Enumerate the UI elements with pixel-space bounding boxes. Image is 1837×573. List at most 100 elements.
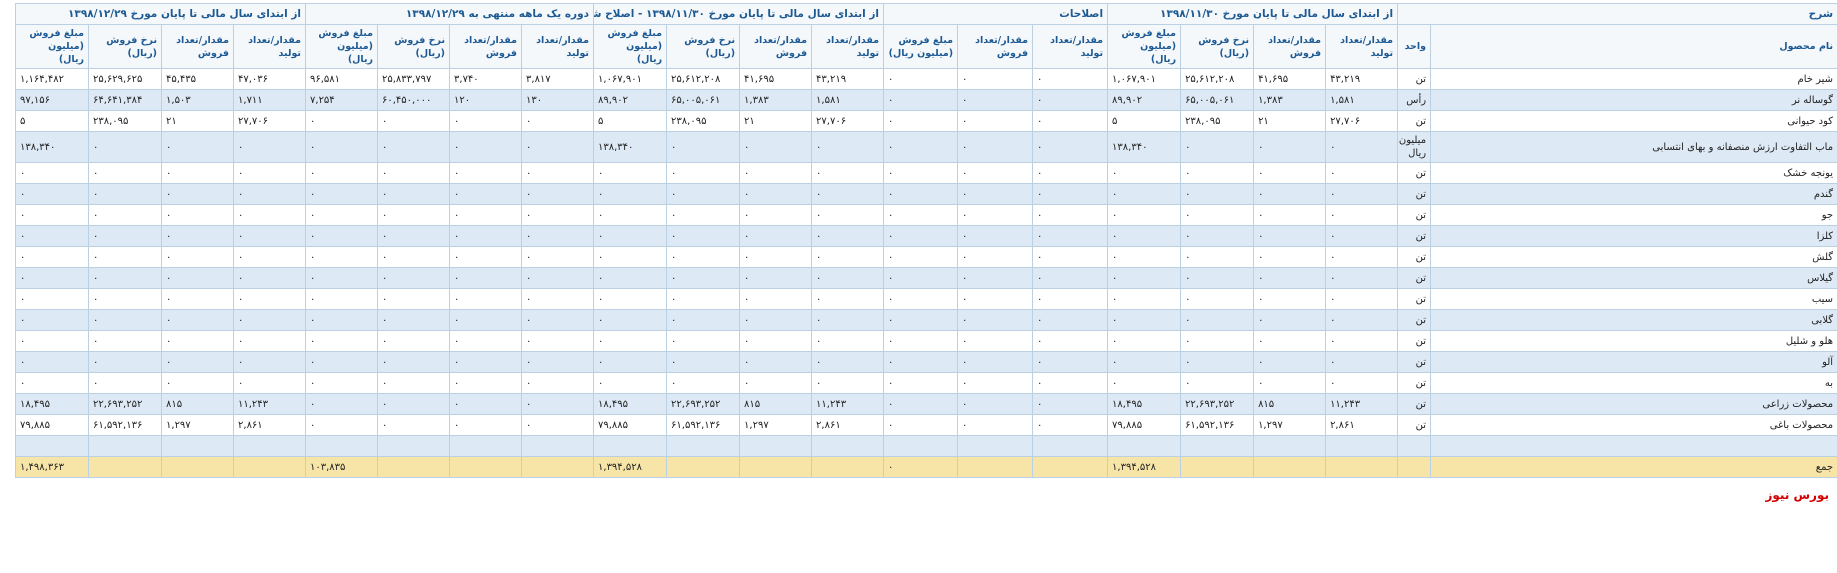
cell: ۰ — [1180, 372, 1255, 394]
unit: تن — [1397, 225, 1432, 247]
cell: ۰ — [1325, 225, 1399, 247]
cell: ۰ — [1032, 225, 1109, 247]
cell — [14, 435, 90, 457]
cell — [161, 435, 235, 457]
product-name: گلش — [1430, 246, 1837, 268]
cell: ۲۱ — [1253, 110, 1327, 132]
cell: ۰ — [1325, 309, 1399, 331]
cell: ۰ — [1253, 204, 1327, 226]
column-header: مقدار/تعداد فروش — [957, 24, 1034, 69]
cell: ۴۵,۴۳۵ — [161, 68, 235, 90]
cell: ۰ — [305, 330, 379, 352]
cell: ۰ — [957, 246, 1034, 268]
cell: ۰ — [161, 330, 235, 352]
table-row: به تن ۰ ۰ ۰ ۰ ۰ ۰ ۰ ۰ ۰ ۰ ۰ ۰ ۰ ۰ ۰ ۰ ۰ ۰ ۰ — [14, 372, 1837, 394]
cell: ۰ — [521, 183, 595, 205]
column-header: مقدار/تعداد تولید — [1032, 24, 1109, 69]
total-cell — [1325, 456, 1399, 478]
cell: ۰ — [233, 246, 307, 268]
cell — [521, 435, 595, 457]
cell: ۰ — [305, 110, 379, 132]
cell — [1180, 435, 1255, 457]
cell: ۲۲,۶۹۳,۲۵۲ — [88, 393, 163, 415]
cell: ۰ — [233, 267, 307, 289]
cell: ۰ — [957, 288, 1034, 310]
total-cell — [811, 456, 885, 478]
cell: ۱,۵۰۳ — [161, 89, 235, 111]
cell: ۰ — [521, 110, 595, 132]
cell: ۰ — [14, 246, 90, 268]
cell: ۰ — [14, 372, 90, 394]
cell: ۰ — [449, 162, 523, 184]
cell: ۰ — [883, 89, 959, 111]
cell: ۰ — [449, 393, 523, 415]
cell: ۲۷,۷۰۶ — [1325, 110, 1399, 132]
unit: تن — [1397, 288, 1432, 310]
cell: ۱۱,۲۴۳ — [811, 393, 885, 415]
cell: ۰ — [14, 162, 90, 184]
cell: ۰ — [377, 131, 451, 163]
cell: ۰ — [957, 131, 1034, 163]
product-name: به — [1430, 372, 1837, 394]
cell: ۰ — [883, 288, 959, 310]
unit: تن — [1397, 204, 1432, 226]
cell: ۰ — [739, 309, 813, 331]
total-cell — [521, 456, 595, 478]
cell: ۰ — [811, 372, 885, 394]
total-cell — [233, 456, 307, 478]
cell: ۰ — [1107, 246, 1182, 268]
cell: ۰ — [1180, 246, 1255, 268]
cell: ۰ — [666, 131, 741, 163]
cell: ۱,۰۶۷,۹۰۱ — [593, 68, 668, 90]
cell: ۰ — [957, 309, 1034, 331]
header-row: شرح از ابتدای سال مالی تا پایان مورخ ۱۳۹۸… — [14, 3, 1837, 25]
unit: تن — [1397, 330, 1432, 352]
cell: ۰ — [305, 225, 379, 247]
cell: ۱,۲۹۷ — [161, 414, 235, 436]
cell: ۰ — [1032, 414, 1109, 436]
cell: ۴۳,۲۱۹ — [1325, 68, 1399, 90]
table-row: محصولات زراعی تن ۱۱,۲۴۳ ۸۱۵ ۲۲,۶۹۳,۲۵۲ ۱۸,۴۹۵… — [14, 393, 1837, 415]
cell: ۱,۱۶۴,۴۸۲ — [14, 68, 90, 90]
cell: ۰ — [883, 131, 959, 163]
column-header: نام محصول — [1430, 24, 1837, 69]
table-row: آلو تن ۰ ۰ ۰ ۰ ۰ ۰ ۰ ۰ ۰ ۰ ۰ ۰ ۰ ۰ ۰ ۰ ۰ ۰ ۰ — [14, 351, 1837, 373]
cell — [377, 435, 451, 457]
cell: ۱,۵۸۱ — [1325, 89, 1399, 111]
cell: ۰ — [1180, 351, 1255, 373]
total-cell: ۱۰۳,۸۳۵ — [305, 456, 379, 478]
cell: ۰ — [957, 330, 1034, 352]
cell: ۰ — [521, 414, 595, 436]
cell: ۸۹,۹۰۲ — [593, 89, 668, 111]
cell: ۰ — [449, 246, 523, 268]
cell: ۰ — [305, 393, 379, 415]
cell — [811, 435, 885, 457]
cell: ۰ — [957, 110, 1034, 132]
cell: ۰ — [957, 89, 1034, 111]
cell: ۰ — [449, 183, 523, 205]
cell: ۶۰,۴۵۰,۰۰۰ — [377, 89, 451, 111]
cell: ۰ — [521, 246, 595, 268]
cell: ۰ — [521, 267, 595, 289]
cell: ۰ — [521, 225, 595, 247]
cell: ۰ — [666, 183, 741, 205]
column-header: نرخ فروش (ریال) — [666, 24, 741, 69]
cell: ۲۳۸,۰۹۵ — [88, 110, 163, 132]
cell: ۲۵,۶۱۲,۲۰۸ — [666, 68, 741, 90]
cell: ۰ — [233, 351, 307, 373]
cell: ۱,۰۶۷,۹۰۱ — [1107, 68, 1182, 90]
cell: ۱۳۸,۳۴۰ — [1107, 131, 1182, 163]
cell: ۰ — [305, 131, 379, 163]
cell: ۰ — [233, 131, 307, 163]
cell: ۱۸,۴۹۵ — [1107, 393, 1182, 415]
product-name: محصولات زراعی — [1430, 393, 1837, 415]
cell: ۲۵,۸۳۳,۷۹۷ — [377, 68, 451, 90]
cell: ۰ — [377, 414, 451, 436]
cell: ۰ — [233, 225, 307, 247]
cell: ۸۱۵ — [161, 393, 235, 415]
cell: ۰ — [883, 267, 959, 289]
cell: ۰ — [883, 204, 959, 226]
cell: ۰ — [811, 131, 885, 163]
cell: ۲۵,۶۲۹,۶۲۵ — [88, 68, 163, 90]
